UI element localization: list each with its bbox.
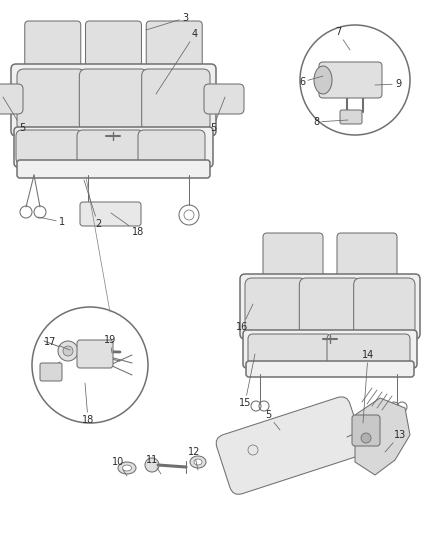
- Text: 8: 8: [313, 117, 348, 127]
- Text: 19: 19: [104, 335, 116, 353]
- Circle shape: [63, 346, 73, 356]
- FancyBboxPatch shape: [17, 160, 210, 178]
- FancyBboxPatch shape: [263, 233, 323, 277]
- FancyBboxPatch shape: [204, 84, 244, 114]
- Ellipse shape: [190, 456, 206, 468]
- FancyBboxPatch shape: [337, 233, 397, 277]
- FancyBboxPatch shape: [77, 130, 144, 164]
- Text: 15: 15: [239, 354, 255, 408]
- Text: 2: 2: [84, 180, 101, 229]
- FancyBboxPatch shape: [85, 21, 141, 67]
- FancyBboxPatch shape: [327, 334, 410, 364]
- FancyBboxPatch shape: [25, 21, 81, 67]
- Text: 14: 14: [362, 350, 374, 423]
- Ellipse shape: [118, 462, 136, 474]
- FancyBboxPatch shape: [246, 361, 414, 377]
- Polygon shape: [355, 398, 410, 475]
- FancyBboxPatch shape: [11, 64, 216, 136]
- FancyBboxPatch shape: [17, 69, 85, 131]
- FancyBboxPatch shape: [248, 334, 331, 364]
- Text: 4: 4: [156, 29, 198, 94]
- FancyBboxPatch shape: [80, 202, 141, 226]
- FancyBboxPatch shape: [243, 330, 417, 368]
- FancyBboxPatch shape: [245, 278, 306, 335]
- FancyBboxPatch shape: [340, 110, 362, 124]
- Circle shape: [145, 458, 159, 472]
- FancyBboxPatch shape: [216, 397, 364, 495]
- Circle shape: [32, 307, 148, 423]
- Text: 5: 5: [3, 97, 25, 133]
- FancyBboxPatch shape: [14, 127, 213, 167]
- FancyBboxPatch shape: [79, 69, 148, 131]
- FancyBboxPatch shape: [0, 84, 23, 114]
- Ellipse shape: [314, 66, 332, 94]
- Text: 5: 5: [265, 410, 280, 430]
- FancyBboxPatch shape: [138, 130, 205, 164]
- Text: 17: 17: [44, 337, 70, 350]
- Text: 10: 10: [112, 457, 127, 476]
- Text: 1: 1: [38, 217, 65, 227]
- FancyBboxPatch shape: [240, 274, 420, 339]
- Circle shape: [300, 25, 410, 135]
- FancyBboxPatch shape: [40, 363, 62, 381]
- FancyBboxPatch shape: [299, 278, 360, 335]
- Text: 18: 18: [82, 383, 94, 425]
- Text: 3: 3: [146, 13, 188, 30]
- Text: 13: 13: [385, 430, 406, 452]
- Text: 9: 9: [375, 79, 401, 89]
- Ellipse shape: [123, 465, 131, 471]
- FancyBboxPatch shape: [16, 130, 83, 164]
- Circle shape: [361, 433, 371, 443]
- Text: 12: 12: [188, 447, 200, 470]
- Text: 18: 18: [111, 213, 144, 237]
- Text: 16: 16: [236, 304, 253, 332]
- Ellipse shape: [194, 459, 202, 465]
- Text: 6: 6: [299, 76, 323, 87]
- Text: 7: 7: [335, 27, 350, 50]
- Circle shape: [58, 341, 78, 361]
- FancyBboxPatch shape: [77, 340, 113, 368]
- FancyBboxPatch shape: [146, 21, 202, 67]
- FancyBboxPatch shape: [353, 278, 415, 335]
- FancyBboxPatch shape: [319, 62, 382, 98]
- FancyBboxPatch shape: [141, 69, 210, 131]
- Text: 11: 11: [146, 455, 161, 474]
- FancyBboxPatch shape: [352, 415, 380, 446]
- Text: 5: 5: [210, 97, 225, 133]
